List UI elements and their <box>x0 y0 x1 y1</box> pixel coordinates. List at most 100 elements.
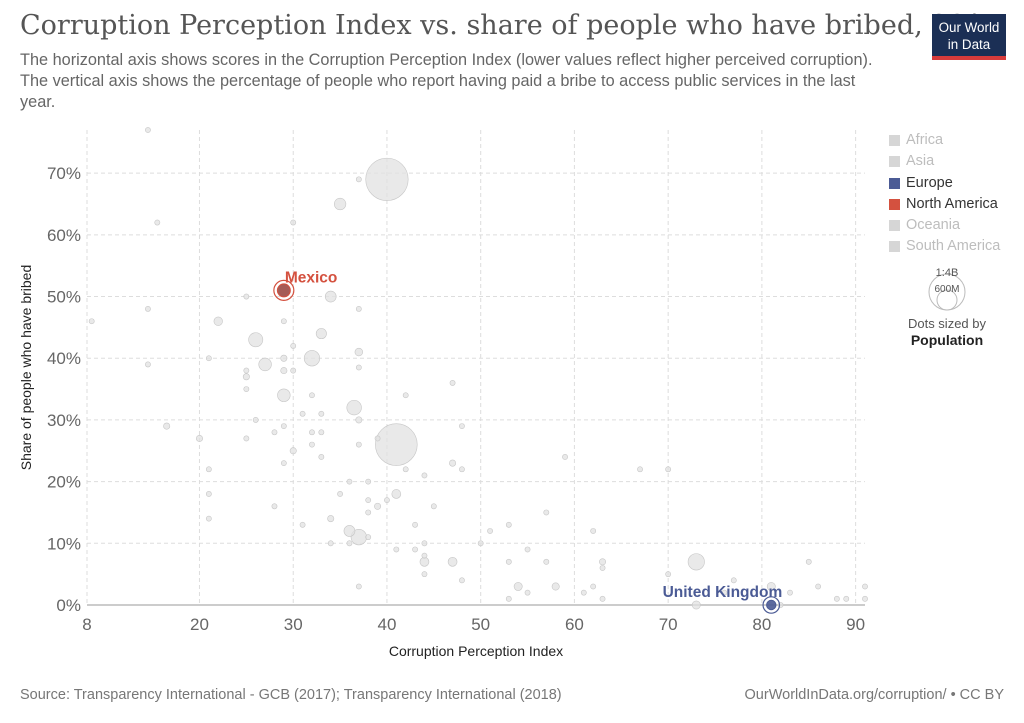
legend-label: South America <box>906 238 1001 255</box>
size-note: Dots sized by Population <box>895 316 999 348</box>
data-point <box>346 540 353 547</box>
legend-item-oceania[interactable]: Oceania <box>889 215 1000 236</box>
data-point <box>449 459 457 467</box>
data-point <box>355 416 363 424</box>
data-point <box>477 540 484 547</box>
data-point <box>324 290 337 303</box>
y-tick-label: 60% <box>47 226 81 245</box>
data-point <box>327 515 335 523</box>
data-point <box>280 423 287 430</box>
data-point <box>513 582 523 591</box>
data-point <box>665 466 672 473</box>
data-point <box>333 197 347 211</box>
data-point <box>280 318 287 325</box>
data-point <box>374 502 382 510</box>
size-legend-max-label: 1:4B <box>936 267 959 279</box>
data-point <box>213 316 223 326</box>
data-point <box>271 503 278 510</box>
data-point <box>580 589 587 596</box>
x-tick-label: 20 <box>190 615 209 634</box>
data-point <box>562 454 568 460</box>
owid-logo[interactable]: Our World in Data <box>932 14 1006 60</box>
data-point <box>505 558 512 565</box>
data-point <box>449 380 456 386</box>
source-note: Source: Transparency International - GCB… <box>20 687 562 703</box>
data-point <box>551 582 560 591</box>
data-point <box>309 429 315 436</box>
data-point <box>154 219 161 226</box>
data-point <box>346 478 353 485</box>
size-note-line1: Dots sized by <box>907 316 987 331</box>
data-point <box>299 521 306 528</box>
data-point <box>787 589 793 596</box>
legend-swatch <box>889 241 900 253</box>
data-point <box>543 509 550 516</box>
data-point <box>665 571 672 578</box>
license-link[interactable]: OurWorldInData.org/corruption/ • CC BY <box>744 687 1004 703</box>
y-tick-label: 30% <box>47 411 81 430</box>
x-tick-label: 30 <box>284 615 303 634</box>
size-note-line2: Population <box>910 332 984 348</box>
legend-item-south-america[interactable]: South America <box>889 236 1000 257</box>
x-axis-title: Corruption Perception Index <box>389 643 563 659</box>
y-tick-label: 70% <box>47 164 81 183</box>
data-point <box>205 515 212 522</box>
legend-swatch <box>889 198 900 210</box>
legend-label: Africa <box>906 132 944 148</box>
data-point <box>447 557 458 567</box>
legend-item-europe[interactable]: Europe <box>889 173 1000 194</box>
data-point <box>318 429 325 436</box>
data-point <box>318 410 325 417</box>
x-tick-label: 8 <box>82 615 91 634</box>
y-tick-label: 50% <box>47 288 81 307</box>
data-point <box>590 583 597 590</box>
legend-label: Asia <box>906 153 935 170</box>
data-point <box>599 595 606 602</box>
data-point <box>721 589 728 596</box>
logo-line-1: Our World <box>938 20 1000 35</box>
data-point <box>384 497 390 504</box>
chart-title: Corruption Perception Index vs. share of… <box>20 10 1000 41</box>
data-point <box>280 460 287 467</box>
data-point <box>459 577 465 584</box>
data-point <box>833 595 840 602</box>
data-point <box>524 589 531 596</box>
legend-item-africa[interactable]: Africa <box>889 130 1000 151</box>
highlight-label: United Kingdom <box>663 584 783 601</box>
legend-item-asia[interactable]: Asia <box>889 151 1000 172</box>
data-point <box>248 332 264 348</box>
chart-subtitle: The horizontal axis shows scores in the … <box>20 51 873 111</box>
data-point <box>303 350 321 367</box>
data-point <box>393 546 400 553</box>
size-legend-mid-label: 600M <box>934 284 959 295</box>
data-point <box>355 176 362 183</box>
highlight-ring <box>762 596 781 614</box>
data-point <box>243 386 250 392</box>
data-point <box>355 583 362 590</box>
data-point <box>88 318 95 325</box>
data-point <box>163 422 171 430</box>
data-point <box>805 558 812 565</box>
data-point <box>505 521 512 528</box>
data-point <box>375 423 418 466</box>
data-point <box>843 595 850 602</box>
data-point <box>280 367 288 375</box>
data-point <box>815 583 822 590</box>
data-point <box>505 595 512 602</box>
data-point <box>242 373 250 381</box>
data-point <box>280 354 288 362</box>
data-point <box>315 328 327 340</box>
data-point <box>599 558 607 566</box>
data-point <box>421 540 428 547</box>
legend-item-north-america[interactable]: North America <box>889 194 1000 215</box>
legend-label: Europe <box>906 174 953 191</box>
data-point <box>590 528 597 534</box>
data-point <box>205 491 212 497</box>
data-point <box>730 577 737 584</box>
data-point <box>290 343 297 349</box>
x-tick-label: 50 <box>471 615 490 634</box>
data-point <box>862 595 868 602</box>
y-tick-label: 10% <box>47 534 81 553</box>
data-point <box>309 392 315 399</box>
y-tick-label: 20% <box>47 473 81 492</box>
